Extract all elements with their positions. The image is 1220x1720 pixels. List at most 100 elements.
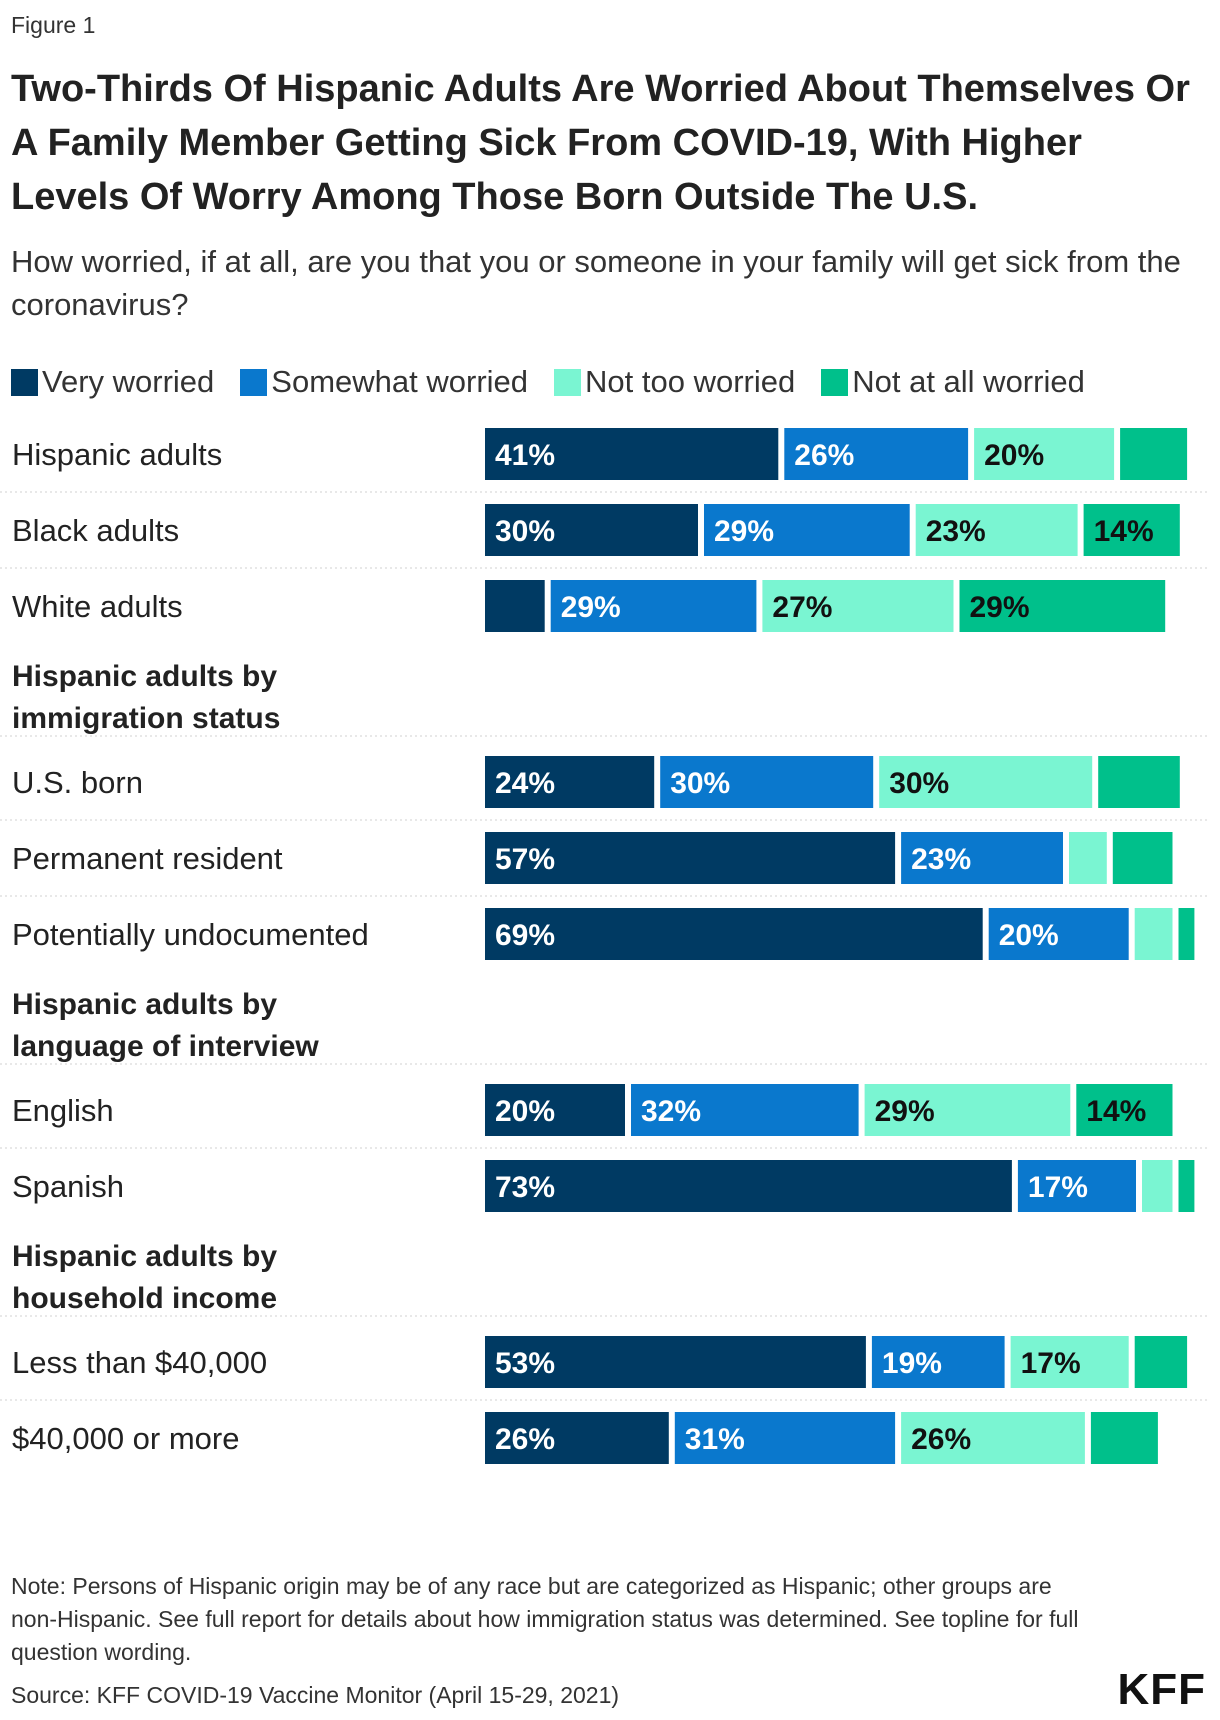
data-label: 57% <box>495 843 555 876</box>
row-label: White adults <box>12 589 183 624</box>
bar-segment-somewhat-worried <box>1017 1160 1136 1212</box>
data-label: 14% <box>1086 1095 1146 1128</box>
data-label: 29% <box>714 515 774 548</box>
bar-segment-somewhat-worried <box>784 428 969 480</box>
data-label: 30% <box>889 767 949 800</box>
bar-segment-not-at-all-worried <box>1178 1160 1195 1212</box>
legend-swatch-not-too-worried <box>554 368 582 396</box>
legend-item-somewhat-worried: Somewhat worried <box>240 364 528 400</box>
bar-segment-not-at-all-worried <box>1083 504 1180 556</box>
data-label: 26% <box>495 1423 555 1456</box>
row-label: Permanent resident <box>12 841 283 876</box>
row-label: Less than $40,000 <box>12 1345 267 1380</box>
data-label: 26% <box>911 1423 971 1456</box>
bar-segment-very-worried <box>485 1336 866 1388</box>
data-label: 20% <box>495 1095 555 1128</box>
bar-segment-not-at-all-worried <box>1090 1412 1158 1464</box>
legend-swatch-somewhat-worried <box>240 368 268 396</box>
data-label: 17% <box>1028 1171 1088 1204</box>
bar-segment-not-too-worried <box>864 1084 1071 1136</box>
data-label: 24% <box>495 767 555 800</box>
bar-segment-somewhat-worried <box>988 908 1129 960</box>
data-label: 27% <box>772 591 832 624</box>
bar-segment-not-at-all-worried <box>1076 1084 1173 1136</box>
data-label: 73% <box>495 1171 555 1204</box>
bar-segment-not-too-worried <box>879 756 1093 808</box>
data-label: 20% <box>984 439 1044 472</box>
row-label: English <box>12 1093 114 1128</box>
bar-segment-not-at-all-worried <box>1112 832 1173 884</box>
legend-swatch-very-worried <box>11 368 38 396</box>
legend-label: Not too worried <box>585 364 796 399</box>
data-label: 29% <box>970 591 1030 624</box>
bar-segment-not-too-worried <box>1142 1160 1173 1212</box>
bar-segment-very-worried <box>485 908 983 960</box>
bar-segment-very-worried <box>485 504 698 556</box>
bar-segment-not-too-worried <box>974 428 1115 480</box>
stacked-bar-chart: Hispanic adults 41% 26% 20% Black adults 30% 2… <box>0 428 1210 1464</box>
legend-item-not-too-worried: Not too worried <box>554 364 795 400</box>
bar-segment-very-worried <box>485 1160 1012 1212</box>
figure-label: Figure 1 <box>11 12 96 38</box>
bar-segment-very-worried <box>485 832 896 884</box>
bar-segment-not-too-worried <box>915 504 1078 556</box>
legend-label: Somewhat worried <box>271 364 529 399</box>
chart-subtitle: How worried, if at all, are you that you… <box>11 244 1181 322</box>
bar-segment-not-too-worried <box>762 580 954 632</box>
legend-swatch-not-at-all-worried <box>821 368 849 396</box>
legend: Very worried Somewhat worried Not too wo… <box>11 362 1111 402</box>
row-label: $40,000 or more <box>12 1421 239 1456</box>
bar-segment-somewhat-worried <box>871 1336 1005 1388</box>
bar-segment-not-at-all-worried <box>1120 428 1188 480</box>
data-label: 23% <box>911 843 971 876</box>
data-label: 53% <box>495 1347 555 1380</box>
legend-label: Not at all worried <box>852 364 1085 399</box>
bar-segment-very-worried <box>485 1084 625 1136</box>
data-label: 14% <box>1094 515 1154 548</box>
data-label: 32% <box>641 1095 701 1128</box>
bar-segment-not-at-all-worried <box>959 580 1166 632</box>
bar-segment-not-too-worried <box>1134 908 1173 960</box>
data-label: 26% <box>794 439 854 472</box>
data-label: 30% <box>670 767 730 800</box>
bar-segment-not-too-worried <box>901 1412 1085 1464</box>
legend-label: Very worried <box>42 364 215 399</box>
data-label: 69% <box>495 919 555 952</box>
chart-note: Note: Persons of Hispanic origin may be … <box>11 1573 1079 1665</box>
bar-segment-not-too-worried <box>1069 832 1107 884</box>
bar-segment-somewhat-worried <box>901 832 1063 884</box>
chart-title: Two-Thirds Of Hispanic Adults Are Worrie… <box>11 68 1190 218</box>
data-label: 31% <box>685 1423 745 1456</box>
bar-segment-somewhat-worried <box>660 756 874 808</box>
data-label: 23% <box>926 515 986 548</box>
data-label: 29% <box>561 591 621 624</box>
section-header: Hispanic adults by household income <box>12 1240 277 1315</box>
legend-item-not-at-all-worried: Not at all worried <box>821 364 1085 400</box>
bar-segment-very-worried <box>485 428 779 480</box>
bar-segment-very-worried <box>485 580 545 632</box>
bar-segment-somewhat-worried <box>550 580 757 632</box>
row-label: Potentially undocumented <box>12 917 369 952</box>
bar-segment-very-worried <box>485 756 655 808</box>
bar-segment-not-at-all-worried <box>1134 1336 1188 1388</box>
bar-segment-not-too-worried <box>1010 1336 1129 1388</box>
section-header: Hispanic adults by immigration status <box>12 660 280 735</box>
row-label: U.S. born <box>12 765 143 800</box>
bar-segment-not-at-all-worried <box>1178 908 1195 960</box>
data-label: 19% <box>882 1347 942 1380</box>
legend-item-very-worried: Very worried <box>11 364 214 400</box>
data-label: 20% <box>999 919 1059 952</box>
row-label: Hispanic adults <box>12 437 222 472</box>
data-label: 30% <box>495 515 555 548</box>
row-label: Spanish <box>12 1169 124 1204</box>
bar-segment-not-at-all-worried <box>1098 756 1180 808</box>
bar-segment-somewhat-worried <box>704 504 910 556</box>
bar-segment-somewhat-worried <box>674 1412 896 1464</box>
row-label: Black adults <box>12 513 179 548</box>
chart-source: Source: KFF COVID-19 Vaccine Monitor (Ap… <box>11 1682 620 1708</box>
data-label: 17% <box>1021 1347 1081 1380</box>
data-label: 29% <box>875 1095 935 1128</box>
kff-logo: KFF <box>1117 1665 1206 1714</box>
data-label: 41% <box>495 439 555 472</box>
section-header: Hispanic adults by language of interview <box>12 988 319 1063</box>
